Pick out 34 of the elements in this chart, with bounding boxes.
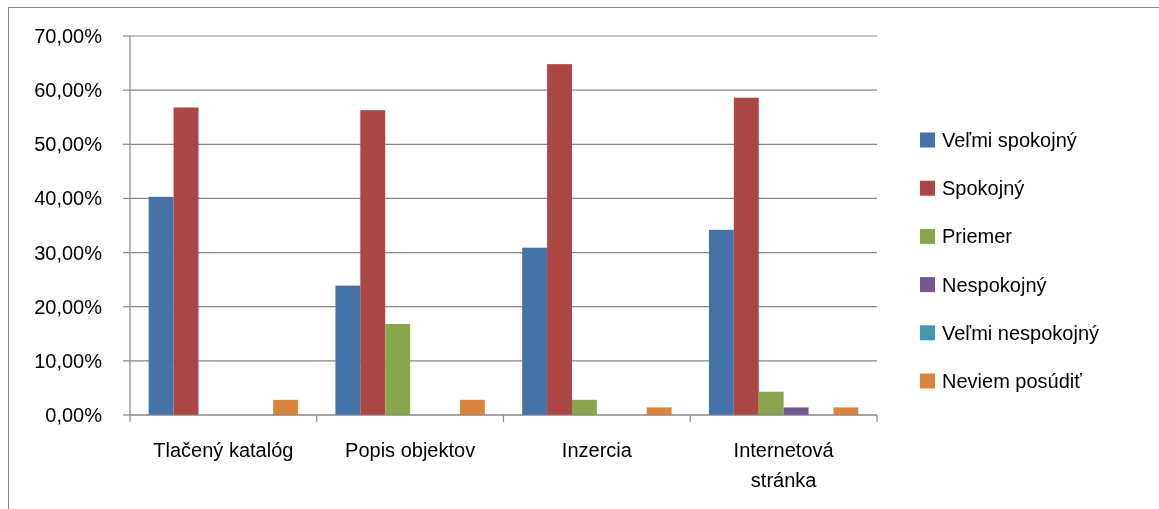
bar (733, 97, 759, 415)
y-tick-label: 60,00% (34, 79, 103, 102)
bar (646, 407, 672, 415)
x-tick-label: Inzercia (561, 439, 633, 461)
bar (547, 64, 572, 415)
bar (783, 407, 809, 415)
y-tick-label: 50,00% (34, 133, 103, 156)
bar (385, 324, 411, 415)
legend-label: Spokojný (942, 177, 1025, 200)
legend-label: Veľmi spokojný (942, 129, 1077, 151)
x-tick-label: Tlačený katalóg (153, 439, 294, 461)
y-tick-label: 30,00% (34, 241, 103, 264)
y-tick-label: 0,00% (45, 404, 103, 426)
y-tick-label: 10,00% (34, 349, 103, 372)
bar (522, 247, 548, 415)
bar (148, 196, 174, 415)
legend-label: Neviem posúdiť (942, 370, 1083, 392)
bar (459, 399, 485, 415)
bar (173, 107, 199, 415)
x-tick-label: Popis objektov (345, 439, 476, 461)
bar (833, 407, 859, 415)
y-tick-label: 20,00% (34, 295, 103, 318)
bar (335, 285, 361, 415)
bar (360, 110, 386, 415)
legend-label: Veľmi nespokojný (942, 321, 1100, 344)
bar (273, 399, 299, 415)
bar (758, 391, 784, 415)
legend-label: Nespokojný (942, 273, 1047, 296)
x-tick-label: Internetová stránka (733, 439, 835, 491)
y-tick-label: 40,00% (34, 187, 103, 210)
bar (571, 399, 597, 415)
y-tick-label: 70,00% (34, 25, 103, 47)
legend-label: Priemer (942, 225, 1013, 248)
bar (708, 229, 734, 415)
